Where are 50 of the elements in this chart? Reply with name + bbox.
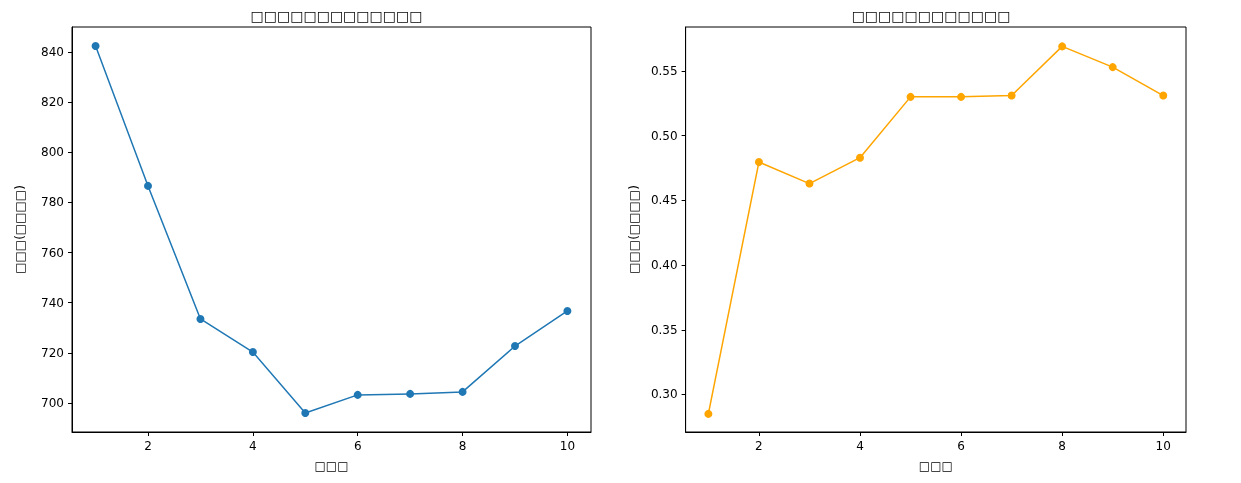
y-tick-label: 0.50 xyxy=(650,128,678,143)
point xyxy=(957,92,966,101)
y-tick-label: 0.55 xyxy=(650,63,678,78)
y-tick-label: 0.45 xyxy=(650,193,678,208)
y-tick-label: 760 xyxy=(41,245,64,260)
x-tick-label: 8 xyxy=(458,439,467,453)
point xyxy=(1159,91,1168,100)
point xyxy=(856,153,864,162)
point xyxy=(754,158,763,167)
y-tick-label: 700 xyxy=(41,395,64,410)
y-tick-label: 840 xyxy=(41,45,64,60)
chart-title: □□□□□□□□□□□□ xyxy=(851,8,1011,24)
point xyxy=(196,314,205,323)
x-tick-label: 2 xyxy=(144,439,152,453)
y-tick-label: 0.30 xyxy=(650,387,678,402)
point xyxy=(406,389,415,398)
x-tick-label: 10 xyxy=(1155,439,1171,453)
point xyxy=(1007,91,1016,100)
point xyxy=(248,348,257,357)
point xyxy=(510,342,519,351)
x-tick-label: 6 xyxy=(957,439,965,453)
x-tick-label: 2 xyxy=(755,439,763,453)
y-tick-label: 800 xyxy=(41,145,64,160)
point xyxy=(1108,63,1117,72)
point xyxy=(704,409,713,418)
x-axis-title: □□□ xyxy=(918,459,953,473)
point xyxy=(563,306,572,315)
point xyxy=(144,181,153,190)
y-axis-title: □□□(□□□□) xyxy=(13,185,27,274)
chart-title: □□□□□□□□□□□□□ xyxy=(250,8,423,24)
point xyxy=(91,42,100,51)
point xyxy=(353,390,362,399)
x-tick-label: 4 xyxy=(856,439,864,453)
y-tick-label: 780 xyxy=(41,195,64,210)
y-tick-label: 0.40 xyxy=(650,258,678,273)
point xyxy=(805,179,814,188)
y-tick-label: 720 xyxy=(41,345,64,360)
point xyxy=(458,387,467,396)
y-axis-title: □□□(□□□□) xyxy=(627,185,641,274)
point xyxy=(301,408,310,417)
x-axis-title: □□□ xyxy=(314,459,349,473)
y-tick-label: 0.35 xyxy=(650,322,678,337)
point xyxy=(1058,42,1067,51)
point xyxy=(906,92,915,101)
x-tick-label: 6 xyxy=(353,439,362,453)
x-tick-label: 4 xyxy=(249,439,257,453)
y-tick-label: 820 xyxy=(41,95,64,110)
x-tick-label: 10 xyxy=(559,439,576,453)
x-tick-label: 8 xyxy=(1058,439,1066,453)
y-tick-label: 740 xyxy=(41,295,64,310)
